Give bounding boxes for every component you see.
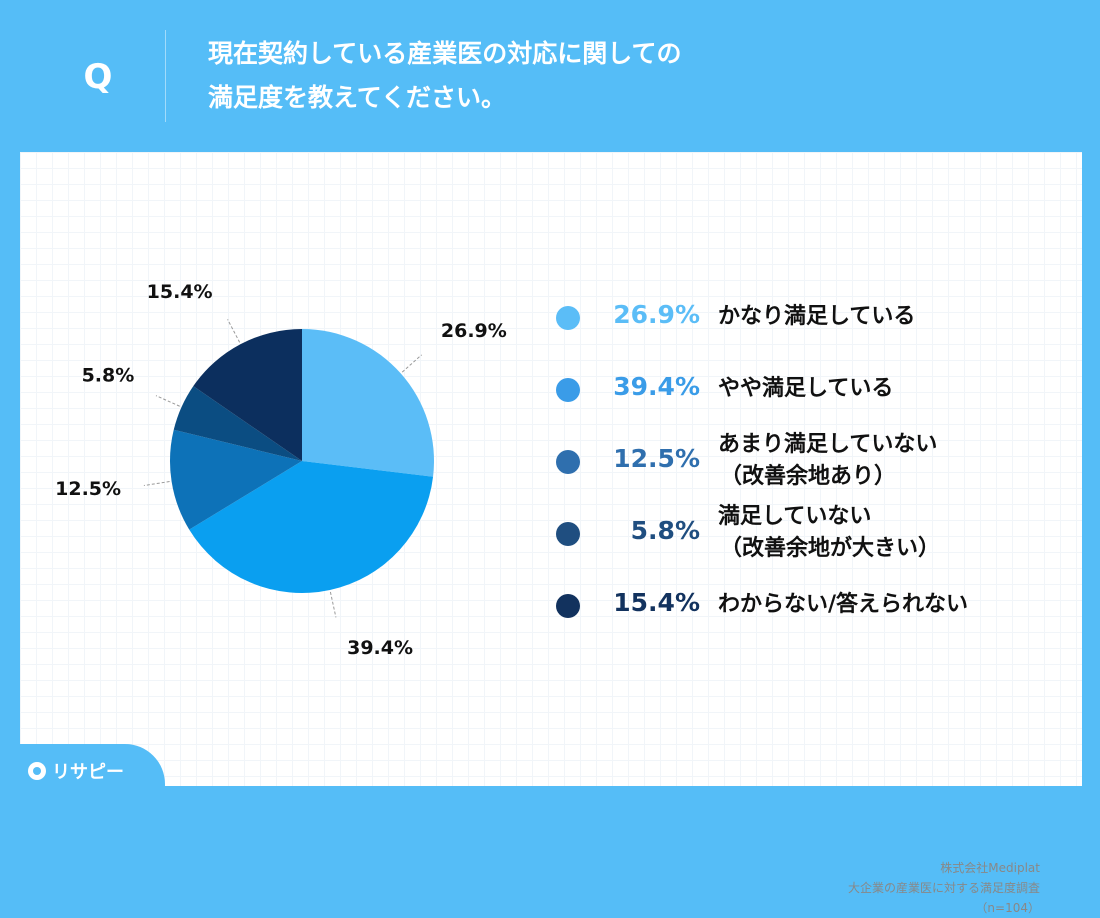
legend-label-line: わからない/答えられない — [718, 592, 969, 617]
pie-slice-very-satisfied — [302, 329, 435, 477]
legend-dot — [556, 306, 580, 330]
legend-label-line: 満足していない — [718, 504, 872, 529]
legend-percent: 12.5% — [613, 444, 700, 473]
data-label: 12.5% — [55, 478, 121, 500]
legend-percent: 5.8% — [630, 516, 700, 545]
leader-line — [143, 481, 170, 487]
source-note: 株式会社Mediplat 大企業の産業医に対する満足度調査 （n=104） — [848, 858, 1040, 918]
legend-dot — [556, 594, 580, 618]
pin-icon — [28, 762, 46, 780]
source-sample: （n=104） — [975, 901, 1040, 915]
legend-dot — [556, 522, 580, 546]
legend-label-line: かなり満足している — [718, 304, 916, 329]
legend-item-not-very-satisfied: 12.5% あまり満足していない （改善余地あり） — [556, 426, 1056, 498]
legend-item-unknown: 15.4% わからない/答えられない — [556, 570, 1056, 642]
pie-slice-unknown — [193, 329, 302, 461]
legend-label: やや満足している — [718, 373, 1048, 405]
legend-item-not-satisfied: 5.8% 満足していない （改善余地が大きい） — [556, 498, 1056, 570]
leader-line — [329, 591, 337, 618]
legend-label-line-2: （改善余地あり） — [720, 464, 897, 489]
legend: 26.9% かなり満足している 39.4% やや満足している 12.5% あまり… — [556, 282, 1056, 642]
legend-dot — [556, 450, 580, 474]
leader-line — [227, 319, 241, 343]
legend-label: あまり満足していない （改善余地あり） — [718, 429, 1048, 493]
legend-percent: 39.4% — [613, 372, 700, 401]
chart-card: 26.9% 39.4% 12.5% 5.8% 15.4% 26.9% かなり満足している… — [20, 152, 1082, 915]
source-survey: 大企業の産業医に対する満足度調査 — [847, 881, 1040, 895]
question-line-1: 現在契約している産業医の対応に関しての — [208, 39, 682, 68]
logo-tab — [0, 744, 165, 800]
question-line-2: 満足度を教えてください。 — [208, 83, 507, 112]
legend-item-very-satisfied: 26.9% かなり満足している — [556, 282, 1056, 354]
data-label: 39.4% — [347, 637, 413, 659]
legend-label: かなり満足している — [718, 301, 1048, 333]
question-badge: Q — [83, 57, 113, 97]
legend-percent: 15.4% — [613, 588, 700, 617]
legend-label-line: あまり満足していない — [718, 432, 938, 457]
pie-slice-somewhat-satisfied — [189, 461, 434, 593]
legend-dot — [556, 378, 580, 402]
legend-label-line: やや満足している — [718, 376, 894, 401]
question-title: 現在契約している産業医の対応に関しての 満足度を教えてください。 — [208, 32, 1008, 120]
legend-label: わからない/答えられない — [718, 589, 1048, 621]
legend-label-line-2: （改善余地が大きい） — [720, 536, 941, 561]
leader-line — [401, 354, 423, 373]
brand-logo: リサピー — [28, 758, 124, 784]
logo-text: リサピー — [52, 762, 124, 783]
pie-slice-not-satisfied — [173, 386, 302, 461]
pie-chart: 26.9% 39.4% 12.5% 5.8% 15.4% — [55, 281, 507, 659]
legend-item-somewhat-satisfied: 39.4% やや満足している — [556, 354, 1056, 426]
legend-percent: 26.9% — [613, 300, 700, 329]
data-label: 26.9% — [441, 320, 507, 342]
header-divider — [165, 30, 166, 122]
leader-line — [155, 395, 180, 407]
data-label: 5.8% — [82, 364, 135, 386]
data-label: 15.4% — [147, 281, 213, 303]
source-company: 株式会社Mediplat — [940, 861, 1040, 875]
pie-slice-not-very-satisfied — [170, 429, 302, 530]
legend-label: 満足していない （改善余地が大きい） — [718, 501, 1048, 565]
